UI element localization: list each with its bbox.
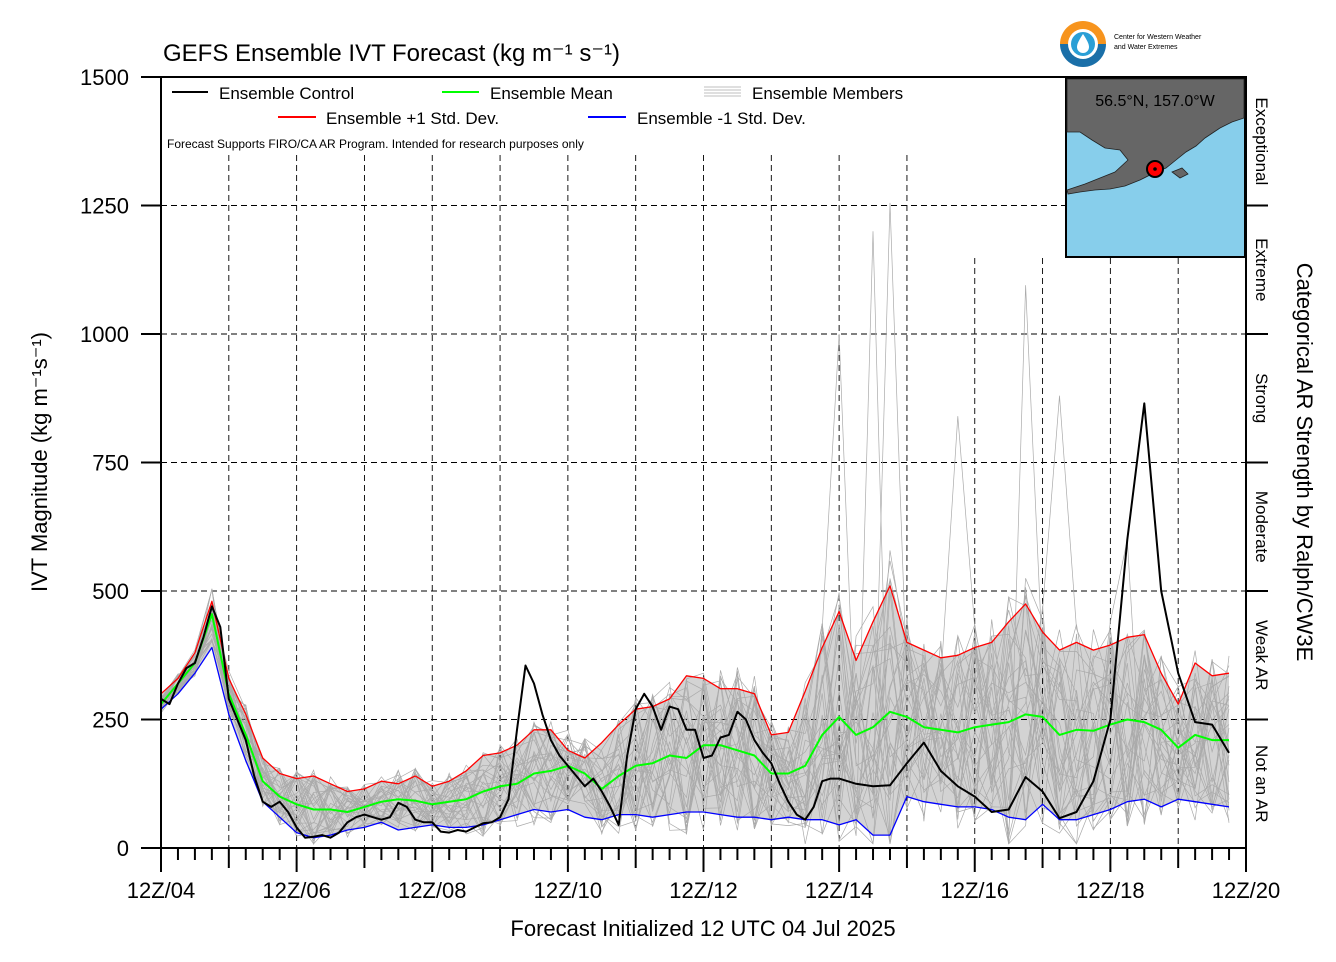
ensemble-member-line (160, 605, 1230, 834)
x-tick-label: 12Z/08 (398, 878, 467, 903)
x-tick-label: 12Z/18 (1076, 878, 1145, 903)
ensemble-member-line (160, 587, 1230, 841)
y-tick-label: 500 (92, 579, 129, 604)
x-tick-label: 12Z/16 (941, 878, 1010, 903)
ensemble-member-line (160, 606, 1230, 831)
cw3e-logo: Center for Western Weather and Water Ext… (1058, 21, 1202, 69)
ensemble-member-line (160, 619, 1230, 839)
x-axis-title: Forecast Initialized 12 UTC 04 Jul 2025 (510, 916, 895, 941)
x-tick-label: 12Z/06 (262, 878, 331, 903)
research-note: Forecast Supports FIRO/CA AR Program. In… (167, 137, 584, 151)
map-location-label: 56.5°N, 157.0°W (1095, 93, 1215, 110)
ensemble-member-line (160, 625, 1230, 844)
legend-plus-label: Ensemble +1 Std. Dev. (326, 109, 499, 128)
y-tick-label: 1250 (80, 194, 129, 219)
inset-map: 56.5°N, 157.0°W (1065, 77, 1246, 258)
x-tick-label: 12Z/20 (1212, 878, 1281, 903)
ensemble-member-line (160, 591, 1230, 845)
ensemble-members (160, 202, 1230, 846)
ensemble-member-line (160, 578, 1230, 837)
axes: 0 250 500 750 1000 1250 1500 12Z/04 12Z/06 12Z/08… (80, 65, 1280, 903)
map-land (1066, 78, 1245, 195)
legend: Ensemble Control Ensemble Mean Ensemble … (167, 84, 903, 151)
ensemble-member-line (160, 603, 1230, 837)
series-plus-line (160, 585, 1230, 793)
y-tick-label: 1500 (80, 65, 129, 90)
y-tick-label: 0 (117, 836, 129, 861)
legend-minus-label: Ensemble -1 Std. Dev. (637, 109, 806, 128)
category-label: Exceptional (1252, 97, 1271, 185)
category-label: Weak AR (1252, 620, 1271, 691)
legend-mean-label: Ensemble Mean (490, 84, 613, 103)
ensemble-member-line (160, 588, 1230, 845)
chart-title: GEFS Ensemble IVT Forecast (kg m⁻¹ s⁻¹) (163, 40, 620, 67)
y-tick-label: 750 (92, 451, 129, 476)
legend-members-label: Ensemble Members (752, 84, 903, 103)
x-tick-label: 12Z/04 (127, 878, 196, 903)
series-mean-line (160, 613, 1229, 813)
logo-text-line1: Center for Western Weather (1114, 34, 1202, 41)
legend-members-swatch (704, 86, 741, 97)
ensemble-member-line (160, 607, 1230, 844)
category-label: Strong (1252, 373, 1271, 423)
series-control-line (160, 402, 1230, 839)
y-axis-title: IVT Magnitude (kg m⁻¹s⁻¹) (27, 332, 52, 592)
ensemble-member-line (160, 596, 1230, 824)
x-tick-label: 12Z/10 (534, 878, 603, 903)
category-label: Extreme (1252, 238, 1271, 301)
logo-text-line2: and Water Extremes (1114, 44, 1178, 51)
map-island (1171, 167, 1189, 179)
ensemble-member-line (160, 623, 1230, 840)
x-tick-label: 12Z/14 (805, 878, 874, 903)
right-axis-title: Categorical AR Strength by Ralph/CW3E (1292, 263, 1317, 662)
series-lines (160, 402, 1230, 839)
category-label: Not an AR (1252, 745, 1271, 823)
x-tick-label: 12Z/12 (669, 878, 738, 903)
category-label: Moderate (1252, 491, 1271, 563)
legend-control-label: Ensemble Control (219, 84, 354, 103)
y-tick-label: 1000 (80, 322, 129, 347)
y-tick-label: 250 (92, 708, 129, 733)
